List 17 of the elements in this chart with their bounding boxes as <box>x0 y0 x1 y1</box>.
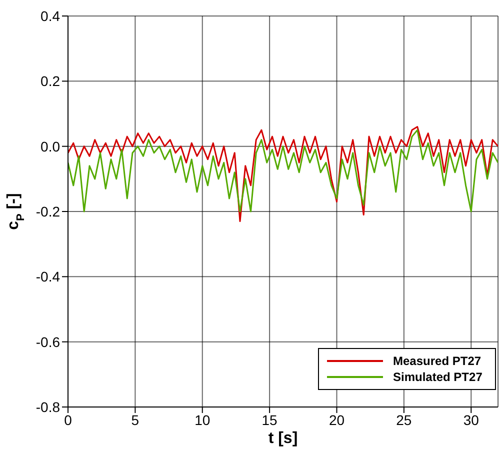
y-tick-label: -0.4 <box>36 268 60 285</box>
x-tick-label: 20 <box>328 412 345 428</box>
x-axis-title: t [s] <box>268 430 298 447</box>
y-tick-label: 0.2 <box>40 73 60 90</box>
y-tick-label: 0.0 <box>40 138 60 154</box>
legend-label: Measured PT27 <box>393 353 482 369</box>
x-tick-label: 10 <box>194 412 210 428</box>
legend-label: Simulated PT27 <box>393 369 482 385</box>
y-tick-label: -0.8 <box>36 398 60 415</box>
y-tick-label: -0.2 <box>36 203 60 220</box>
x-tick-label: 0 <box>64 412 72 428</box>
x-tick-label: 30 <box>463 412 480 428</box>
y-tick-label: 0.4 <box>40 8 60 24</box>
y-tick-label: -0.6 <box>36 334 60 350</box>
x-tick-label: 5 <box>131 412 140 428</box>
x-tick-label: 15 <box>262 412 278 428</box>
x-tick-label: 25 <box>396 412 412 428</box>
